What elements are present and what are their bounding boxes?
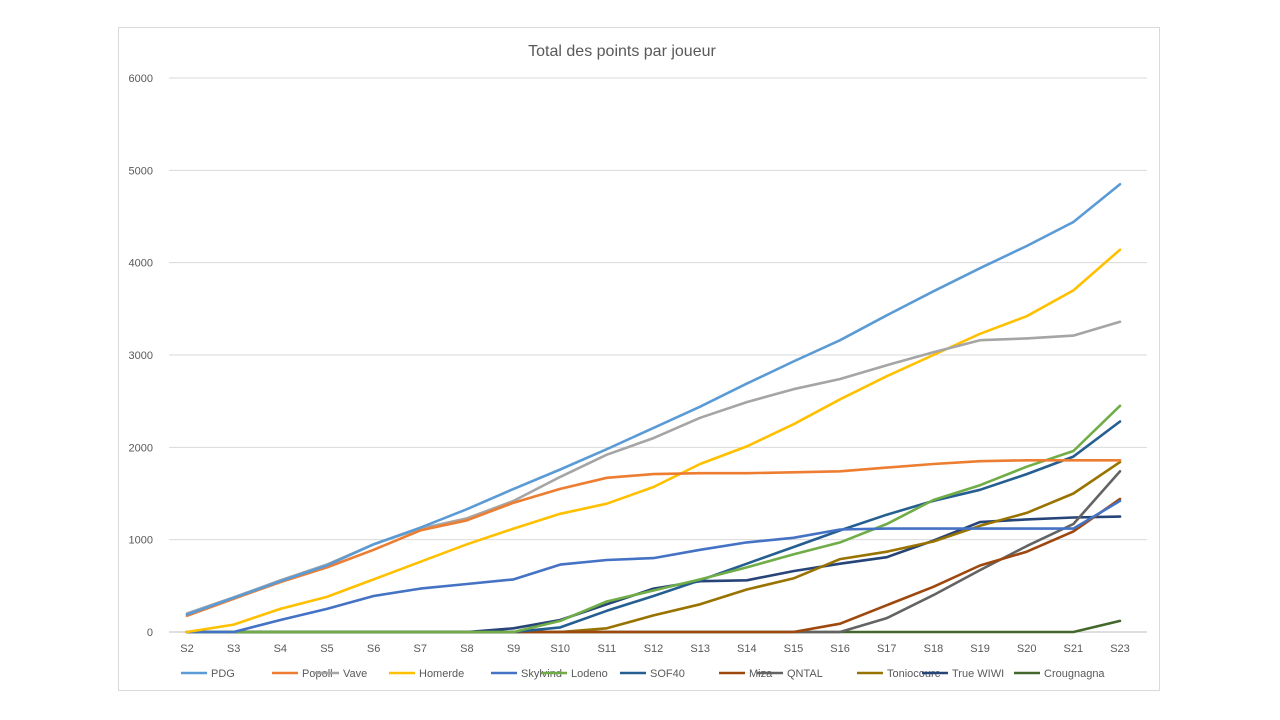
- x-tick-label: S5: [320, 643, 333, 655]
- legend-label: True WIWI: [952, 668, 1004, 680]
- x-tick-label: S9: [507, 643, 520, 655]
- legend-item: Toniocourc: [857, 668, 941, 680]
- legend: PDGPopollVaveHomerdeSkylvindLodenoSOF40M…: [181, 668, 1105, 680]
- legend-label: QNTAL: [787, 668, 823, 680]
- x-tick-label: S19: [970, 643, 990, 655]
- y-tick-label: 6000: [129, 73, 153, 85]
- y-tick-label: 4000: [129, 258, 153, 270]
- gridlines: [169, 77, 1147, 633]
- legend-label: Crougnagna: [1044, 668, 1105, 680]
- legend-label: Homerde: [419, 668, 464, 680]
- legend-label: PDG: [211, 668, 235, 680]
- series-line-homerde: [185, 248, 1122, 634]
- chart-frame: Total des points par joueur 0 1000 2000 300…: [118, 27, 1160, 691]
- x-tick-label: S12: [644, 643, 664, 655]
- y-axis-ticks: 0 1000 2000 3000 4000 5000 6000: [129, 73, 153, 639]
- legend-label: Lodeno: [571, 668, 608, 680]
- legend-item: Vave: [313, 668, 367, 680]
- x-tick-label: S23: [1110, 643, 1130, 655]
- x-tick-label: S4: [274, 643, 287, 655]
- legend-label: SOF40: [650, 668, 685, 680]
- legend-label: Toniocourc: [887, 668, 941, 680]
- legend-item: Homerde: [389, 668, 464, 680]
- series-lines: [185, 182, 1122, 634]
- legend-label: Vave: [343, 668, 367, 680]
- x-tick-label: S20: [1017, 643, 1037, 655]
- series-line-popoll: [185, 458, 1122, 618]
- legend-item: Crougnagna: [1014, 668, 1105, 680]
- series-line-pdg: [185, 182, 1122, 616]
- y-tick-label: 2000: [129, 442, 153, 454]
- y-tick-label: 3000: [129, 350, 153, 362]
- x-tick-label: S13: [690, 643, 710, 655]
- x-tick-label: S21: [1064, 643, 1084, 655]
- legend-item: QNTAL: [757, 668, 823, 680]
- x-tick-label: S14: [737, 643, 757, 655]
- x-tick-label: S17: [877, 643, 897, 655]
- legend-item: Lodeno: [541, 668, 608, 680]
- y-tick-label: 1000: [129, 535, 153, 547]
- x-tick-label: S11: [597, 643, 616, 655]
- series-line-skylvind: [185, 499, 1122, 634]
- x-tick-label: S2: [180, 643, 193, 655]
- x-axis-ticks: S2 S3 S4 S5 S6 S7 S8 S9 S10 S11 S12 S13 S14 S15 S16 S17…: [180, 643, 1130, 655]
- x-tick-label: S10: [550, 643, 570, 655]
- legend-item: True WIWI: [922, 668, 1004, 680]
- y-tick-label: 0: [147, 627, 153, 639]
- x-tick-label: S3: [227, 643, 240, 655]
- x-tick-label: S15: [784, 643, 804, 655]
- series-line-crougnagna: [185, 619, 1122, 634]
- line-chart: Total des points par joueur 0 1000 2000 300…: [129, 43, 1147, 680]
- legend-item: SOF40: [620, 668, 685, 680]
- chart-title: Total des points par joueur: [528, 43, 716, 60]
- x-tick-label: S8: [460, 643, 473, 655]
- y-tick-label: 5000: [129, 165, 153, 177]
- x-tick-label: S16: [830, 643, 850, 655]
- legend-item: PDG: [181, 668, 235, 680]
- x-tick-label: S18: [924, 643, 944, 655]
- x-tick-label: S7: [414, 643, 427, 655]
- series-line-lodeno: [185, 404, 1122, 634]
- x-tick-label: S6: [367, 643, 380, 655]
